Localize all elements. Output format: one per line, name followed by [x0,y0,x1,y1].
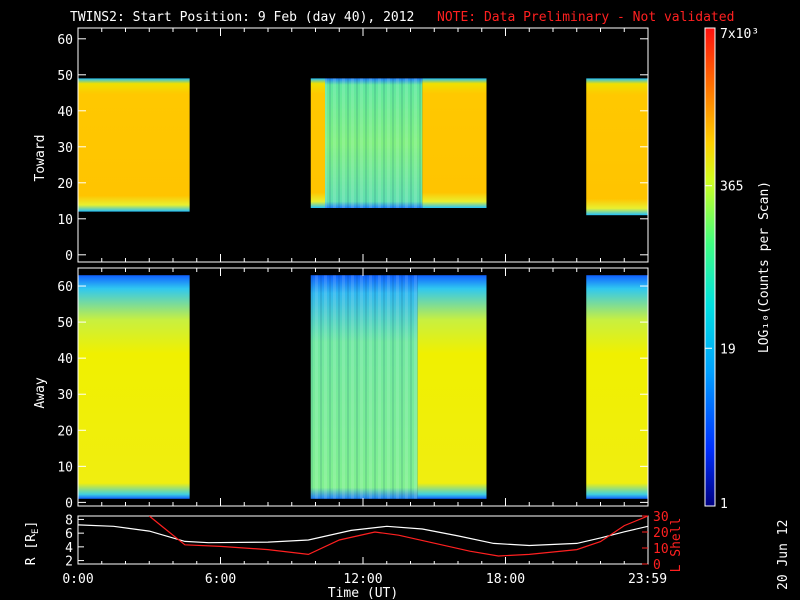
y-tick-label: 60 [57,280,73,295]
heatmap-segment [586,78,648,216]
toward-panel: 0 10 20 30 40 50 60 [57,27,649,264]
creation-date: 20 Jun 12 [776,520,791,590]
colorbar-tick-label: 7x10³ [720,27,759,42]
y-tick-label: 60 [57,33,73,48]
lshell-line [148,516,648,557]
colorbar-tick-label: 19 [720,342,736,357]
preliminary-note: NOTE: Data Preliminary - Not validated [437,10,734,25]
colorbar-tick-label: 1 [720,497,728,512]
heatmap-segment-texture [310,275,418,499]
radius-axis-label: R [RE] [24,521,41,566]
heatmap-segment [78,275,190,499]
colorbar-label: LOG₁₀(Counts per Scan) [757,181,772,353]
radius-tick-label: 2 [65,555,73,570]
y-tick-label: 50 [57,69,73,84]
lshell-axis-label: L Shell [669,518,684,573]
y-tick-label: 0 [65,249,73,264]
away-panel-label: Away [33,377,48,408]
colorbar-tick-label: 365 [720,180,743,195]
y-tick-label: 10 [57,460,73,475]
heatmap-segment [422,78,487,209]
radius-line [78,524,648,547]
y-tick-label: 0 [65,496,73,511]
y-tick-label: 20 [57,177,73,192]
y-tick-label: 30 [57,141,73,156]
y-tick-label: 40 [57,105,73,120]
y-tick-label: 10 [57,213,73,228]
y-tick-label: 30 [57,388,73,403]
lshell-tick-label: 20 [653,526,669,541]
lshell-tick-label: 30 [653,510,669,525]
toward-panel-label: Toward [33,135,48,182]
heatmap-segment [310,78,325,209]
time-tick-label: 6:00 [205,572,236,587]
y-tick-label: 40 [57,352,73,367]
radius-tick-label: 8 [65,513,73,528]
colorbar-scale [704,27,716,507]
lshell-tick-label: 0 [653,558,661,573]
y-tick-label: 50 [57,316,73,331]
away-panel: 0 10 20 30 40 50 60 [57,267,649,511]
time-tick-label: 18:00 [486,572,525,587]
time-axis-label: Time (UT) [328,586,398,600]
time-tick-label: 23:59 [628,572,667,587]
figure-title: TWINS2: Start Position: 9 Feb (day 40), … [70,10,414,25]
colorbar-ticks: 7x10³ 365 19 1 [705,27,759,512]
radius-tick-label: 4 [65,541,73,556]
heatmap-segment [417,275,487,499]
heatmap-segment [586,275,648,499]
heatmap-segment-texture [325,78,423,209]
time-tick-label: 12:00 [343,572,382,587]
y-tick-label: 20 [57,424,73,439]
time-tick-label: 0:00 [62,572,93,587]
radius-tick-label: 6 [65,527,73,542]
heatmap-segment [78,78,190,212]
lshell-tick-label: 10 [653,542,669,557]
